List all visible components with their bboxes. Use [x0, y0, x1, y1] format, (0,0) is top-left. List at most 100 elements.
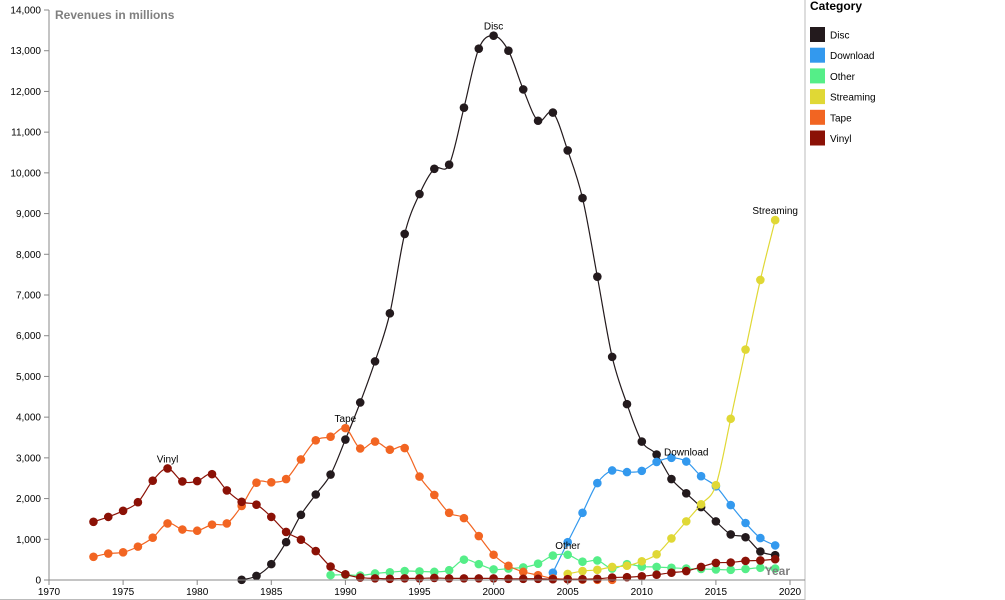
data-point-vinyl — [252, 500, 261, 509]
data-point-vinyl — [504, 574, 513, 584]
data-point-vinyl — [311, 546, 321, 556]
data-point-disc — [533, 116, 543, 126]
y-tick-label: 7,000 — [16, 291, 41, 302]
data-point-vinyl — [281, 527, 291, 537]
data-point-disc — [355, 398, 365, 407]
data-point-vinyl — [607, 573, 617, 582]
x-tick-label: 2000 — [482, 587, 505, 598]
data-point-vinyl — [385, 574, 395, 584]
legend-label-disc: Disc — [830, 31, 849, 42]
data-point-vinyl — [430, 573, 439, 583]
data-point-tape — [148, 533, 158, 542]
data-point-vinyl — [711, 558, 721, 568]
data-point-streaming — [652, 550, 661, 559]
data-point-other — [756, 563, 765, 573]
data-point-disc — [726, 530, 736, 539]
data-point-other — [741, 564, 750, 574]
data-point-vinyl — [563, 574, 572, 584]
data-point-disc — [430, 164, 439, 174]
x-tick-label: 1990 — [334, 587, 357, 598]
data-point-vinyl — [370, 574, 380, 583]
data-point-disc — [459, 103, 469, 113]
y-tick-label: 6,000 — [16, 331, 41, 342]
series-vinyl: Vinyl — [89, 454, 780, 584]
data-point-download — [622, 467, 632, 477]
data-point-other — [400, 566, 409, 576]
data-point-disc — [563, 146, 572, 155]
y-tick-label: 9,000 — [16, 209, 41, 220]
legend-swatch-disc — [810, 27, 825, 42]
data-point-vinyl — [222, 486, 232, 495]
data-point-vinyl — [548, 574, 558, 584]
legend-swatch-tape — [810, 109, 825, 125]
data-point-vinyl — [207, 469, 217, 479]
data-point-tape — [133, 542, 143, 551]
series-label-streaming: Streaming — [752, 206, 798, 217]
data-point-vinyl — [355, 573, 365, 582]
data-point-vinyl — [459, 574, 469, 583]
data-point-tape — [103, 549, 113, 558]
data-point-vinyl — [489, 574, 498, 583]
data-point-tape — [444, 508, 454, 518]
data-point-tape — [370, 437, 380, 446]
legend-swatch-vinyl — [810, 130, 825, 146]
data-point-vinyl — [637, 572, 647, 581]
data-point-disc — [578, 193, 587, 203]
x-tick-label: 1985 — [260, 587, 283, 598]
data-point-disc — [504, 46, 513, 56]
data-point-download — [681, 457, 691, 466]
legend-swatch-streaming — [810, 89, 825, 105]
y-tick-label: 14,000 — [10, 6, 41, 17]
data-point-disc — [311, 490, 321, 499]
y-tick-label: 8,000 — [16, 250, 41, 261]
data-point-vinyl — [341, 570, 350, 579]
data-point-other — [444, 565, 454, 575]
data-point-vinyl — [770, 554, 780, 564]
data-point-streaming — [770, 215, 780, 225]
data-point-tape — [430, 490, 439, 500]
data-point-vinyl — [148, 476, 158, 485]
data-point-streaming — [607, 562, 617, 572]
data-point-other — [711, 565, 721, 574]
series-disc: Disc — [237, 22, 780, 585]
data-point-streaming — [756, 275, 765, 285]
data-point-other — [459, 555, 469, 564]
y-tick-label: 10,000 — [10, 168, 41, 179]
series-line-tape — [93, 427, 613, 581]
data-point-disc — [548, 108, 558, 117]
data-point-tape — [178, 525, 187, 534]
data-point-streaming — [711, 480, 721, 490]
data-point-streaming — [696, 499, 706, 509]
y-tick-label: 2,000 — [16, 494, 41, 505]
series-streaming: Streaming — [563, 206, 798, 579]
data-point-tape — [281, 474, 291, 484]
series-label-download: Download — [664, 448, 708, 459]
data-point-vinyl — [756, 556, 765, 565]
data-point-download — [578, 508, 587, 518]
data-point-tape — [400, 443, 409, 453]
data-point-tape — [118, 548, 128, 557]
x-tick-label: 1975 — [112, 587, 135, 598]
data-point-tape — [252, 478, 261, 487]
data-point-download — [741, 518, 750, 528]
legend-label-download: Download — [830, 51, 874, 62]
data-point-vinyl — [163, 464, 172, 473]
data-point-other — [548, 551, 558, 560]
legend-swatch-other — [810, 68, 825, 84]
data-point-disc — [711, 517, 721, 526]
data-point-disc — [652, 450, 661, 459]
data-point-other — [430, 567, 439, 577]
data-point-vinyl — [681, 566, 691, 576]
data-point-vinyl — [89, 517, 98, 527]
data-point-other — [415, 567, 424, 576]
data-point-disc — [341, 435, 350, 444]
data-point-tape — [474, 531, 484, 541]
data-point-other — [489, 565, 498, 574]
data-point-disc — [667, 474, 676, 484]
legend-title: Category — [810, 0, 862, 13]
data-point-vinyl — [267, 512, 276, 522]
series-line-download — [552, 457, 776, 573]
data-point-other — [563, 550, 572, 560]
legend-swatch-download — [810, 47, 825, 63]
data-point-vinyl — [622, 572, 632, 582]
